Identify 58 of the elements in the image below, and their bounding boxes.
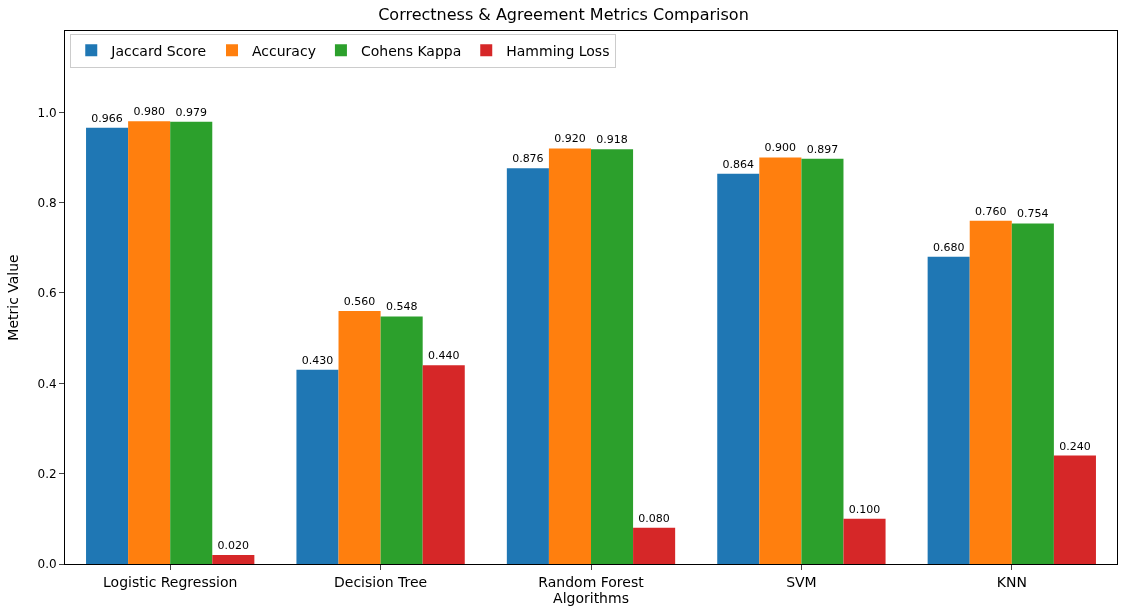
- data-label: 0.080: [638, 511, 670, 525]
- data-label: 0.864: [722, 157, 755, 171]
- y-tick-label: 0.8: [37, 195, 57, 210]
- y-tick-label: 1.0: [37, 105, 57, 120]
- data-label: 0.876: [512, 152, 544, 166]
- data-label: 0.918: [596, 133, 628, 147]
- data-label: 0.548: [385, 300, 418, 314]
- bar: [633, 527, 676, 564]
- bar: [506, 168, 549, 564]
- bar: [128, 121, 171, 564]
- bar: [717, 173, 760, 564]
- bar: [591, 149, 634, 564]
- data-label: 0.430: [301, 353, 334, 367]
- y-tick-label: 0.4: [37, 376, 57, 391]
- bar: [548, 148, 591, 564]
- data-label: 0.680: [932, 240, 965, 254]
- data-label: 0.900: [764, 141, 797, 155]
- legend-label: Accuracy: [252, 42, 316, 59]
- bar: [212, 554, 255, 564]
- bar: [296, 369, 339, 564]
- bar: [759, 157, 802, 564]
- bar: [969, 220, 1012, 564]
- data-label: 0.100: [848, 502, 881, 516]
- data-label: 0.754: [1017, 207, 1049, 221]
- y-axis-title: Metric Value: [5, 254, 22, 341]
- data-label: 0.240: [1059, 439, 1091, 453]
- bar: [927, 256, 970, 564]
- data-label: 0.966: [91, 111, 123, 125]
- x-tick-label: Decision Tree: [333, 573, 428, 590]
- bar: [801, 158, 844, 564]
- legend-label: Hamming Loss: [506, 42, 610, 59]
- data-label: 0.440: [427, 349, 460, 363]
- x-tick-label: Random Forest: [538, 573, 645, 590]
- data-label: 0.920: [554, 132, 586, 146]
- bar: [86, 127, 129, 564]
- legend-label: Cohens Kappa: [360, 42, 462, 59]
- data-label: 0.897: [806, 142, 839, 156]
- bar: [1011, 223, 1054, 564]
- x-tick-label: SVM: [786, 573, 817, 590]
- data-label: 0.979: [175, 105, 207, 119]
- chart-title: Correctness & Agreement Metrics Comparison: [378, 5, 749, 25]
- x-axis-title: Algorithms: [553, 589, 629, 606]
- y-tick-label: 0.2: [37, 466, 57, 481]
- bar: [338, 311, 381, 564]
- data-label: 0.020: [217, 538, 250, 552]
- bar: [380, 316, 423, 564]
- bar: [422, 365, 465, 564]
- data-label: 0.980: [133, 105, 165, 119]
- bar: [1053, 455, 1096, 564]
- y-tick-label: 0.0: [37, 557, 57, 572]
- data-label: 0.760: [975, 204, 1007, 218]
- x-tick-label: Logistic Regression: [103, 573, 238, 590]
- y-tick-label: 0.6: [37, 286, 57, 301]
- legend-label: Jaccard Score: [110, 42, 207, 59]
- bar: [843, 518, 886, 564]
- x-tick-label: KNN: [996, 573, 1027, 590]
- data-label: 0.560: [343, 295, 376, 309]
- bar: [170, 121, 213, 564]
